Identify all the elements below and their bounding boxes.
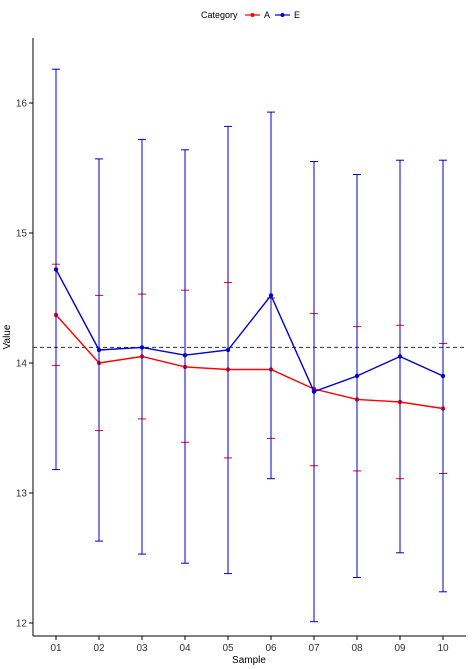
- x-axis-ticks: 01 02 03 04 05 06 07 08 09 10: [50, 636, 449, 654]
- legend-marker-e: [280, 13, 285, 17]
- y-axis-title: Value: [2, 324, 13, 349]
- x-tick-label: 04: [179, 643, 191, 654]
- x-tick-label: 07: [308, 643, 320, 654]
- data-point-e: [440, 373, 446, 379]
- x-tick-label: 03: [136, 643, 148, 654]
- legend-title: Category: [201, 10, 238, 20]
- legend-label-e: E: [294, 10, 300, 20]
- y-tick-label: 16: [16, 99, 28, 110]
- x-axis-title: Sample: [232, 655, 266, 666]
- data-point-e: [225, 347, 231, 353]
- x-tick-label: 10: [437, 643, 449, 654]
- y-tick-label: 14: [16, 359, 28, 370]
- data-point-e: [397, 354, 403, 359]
- x-tick-label: 08: [351, 643, 363, 654]
- y-tick-label: 15: [16, 229, 28, 240]
- data-point-e: [53, 267, 59, 272]
- legend-label-a: A: [264, 10, 270, 20]
- y-tick-label: 13: [16, 489, 28, 500]
- data-point-e: [311, 389, 317, 394]
- legend-item-a: A: [245, 10, 270, 20]
- series-line-e: [55, 269, 444, 393]
- plot-series: [52, 68, 447, 623]
- x-tick-label: 06: [265, 643, 277, 654]
- data-point-e: [268, 293, 274, 298]
- y-tick-label: 12: [16, 619, 28, 630]
- legend-item-e: E: [275, 10, 300, 20]
- data-point-e: [139, 345, 145, 350]
- legend-marker-a: [250, 13, 255, 17]
- legend: Category A E: [201, 10, 300, 20]
- data-point-e: [96, 347, 102, 353]
- series-line-a: [55, 314, 444, 410]
- x-tick-label: 09: [394, 643, 406, 654]
- x-tick-label: 01: [50, 643, 62, 654]
- x-tick-label: 05: [222, 643, 234, 654]
- data-point-e: [182, 353, 188, 358]
- data-point-e: [354, 373, 360, 379]
- series-e: [52, 68, 447, 623]
- x-tick-label: 02: [93, 643, 105, 654]
- y-axis-ticks: 12 13 14 15 16: [16, 99, 33, 630]
